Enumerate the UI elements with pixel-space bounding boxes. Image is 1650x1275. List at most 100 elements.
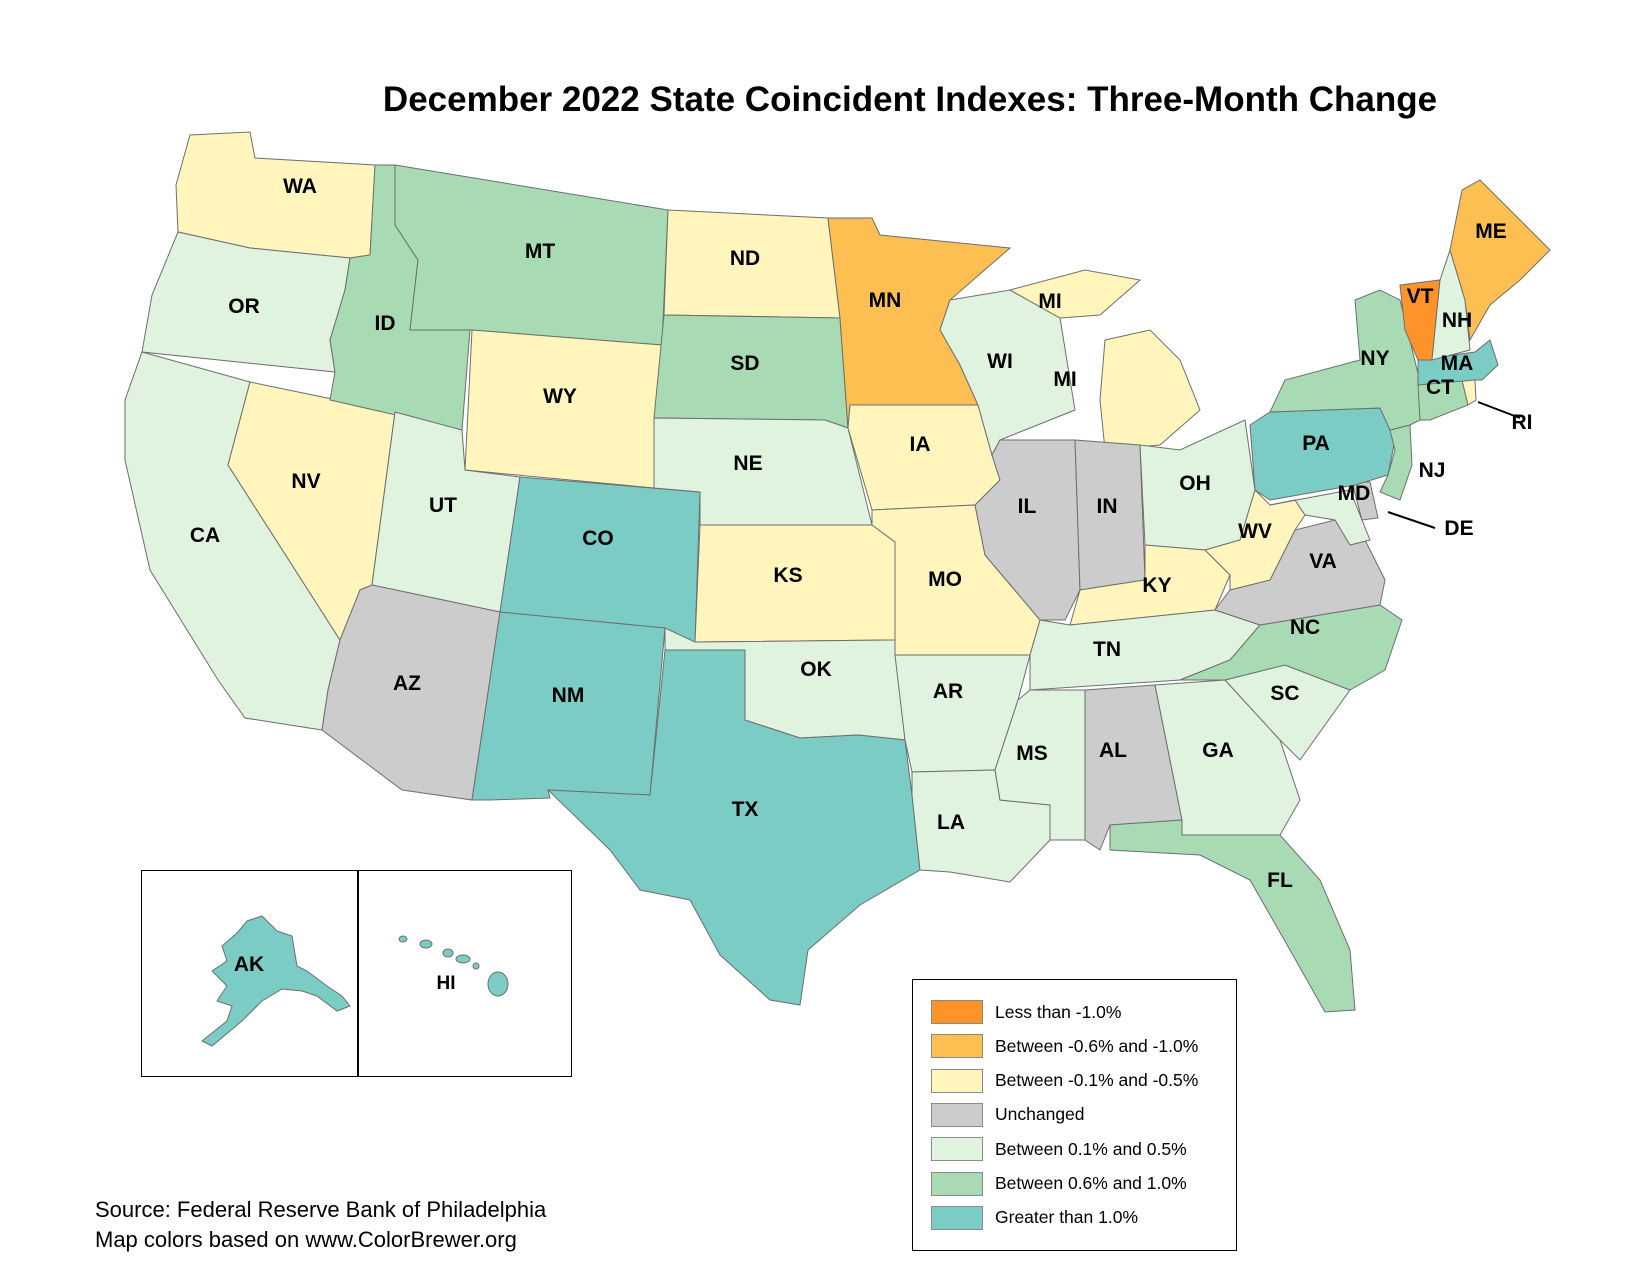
state-label-NC: NC (1290, 616, 1320, 639)
state-label-ND: ND (730, 247, 760, 270)
source-line: Source: Federal Reserve Bank of Philadel… (95, 1197, 547, 1222)
state-label-WI: WI (987, 350, 1013, 373)
state-label-WY: WY (543, 385, 577, 408)
state-label-MT: MT (525, 240, 555, 263)
state-label-CT: CT (1426, 376, 1454, 399)
state-label-VT: VT (1407, 285, 1434, 308)
state-labels: WA OR CA NV ID MT WY UT AZ CO NM ND SD NE KS OK TX MN IA MO… (190, 175, 1533, 892)
state-ME[interactable] (1449, 179, 1551, 342)
state-label-NH: NH (1442, 309, 1472, 332)
legend-swatch (931, 1205, 983, 1230)
legend-label: Between 0.6% and 1.0% (995, 1173, 1187, 1193)
state-NM[interactable] (471, 611, 666, 801)
state-label-MO: MO (928, 568, 962, 591)
state-label-ME: ME (1475, 220, 1507, 243)
state-MS[interactable] (994, 689, 1086, 841)
state-label-MI-upper: MI (1038, 290, 1061, 313)
state-label-MA: MA (1441, 352, 1474, 375)
state-IL[interactable] (974, 439, 1081, 621)
state-label-OR: OR (228, 295, 260, 318)
legend-label: Less than -1.0% (995, 1001, 1122, 1022)
state-label-TN: TN (1093, 638, 1121, 661)
state-label-NY: NY (1360, 347, 1389, 370)
state-AK[interactable] (201, 915, 351, 1047)
state-label-AZ: AZ (393, 672, 421, 695)
legend-item: Between -0.1% and -0.5% (931, 1068, 1199, 1093)
state-WY[interactable] (464, 329, 663, 489)
state-label-MD: MD (1338, 482, 1371, 505)
state-label-FL: FL (1267, 869, 1293, 892)
state-label-MS: MS (1016, 742, 1048, 765)
state-label-ID: ID (375, 312, 396, 335)
legend-swatch (931, 1171, 983, 1196)
state-HI[interactable] (398, 935, 509, 997)
legend-swatch (931, 1034, 983, 1059)
legend-swatch (931, 1000, 983, 1024)
legend-item: Between 0.1% and 0.5% (931, 1137, 1187, 1162)
state-label-NE: NE (733, 452, 762, 475)
state-NH[interactable] (1431, 248, 1471, 361)
source-note: Source: Federal Reserve Bank of Philadel… (95, 1195, 546, 1255)
legend-label: Between 0.1% and 0.5% (995, 1138, 1187, 1159)
state-label-NM: NM (552, 684, 585, 707)
legend-item: Greater than 1.0% (931, 1205, 1138, 1230)
state-IA[interactable] (847, 404, 1001, 511)
state-FL[interactable] (1109, 819, 1356, 1013)
state-VT[interactable] (1399, 279, 1441, 361)
legend-label: Unchanged (995, 1104, 1085, 1125)
state-TX[interactable] (546, 649, 921, 1006)
legend-swatch (931, 1102, 983, 1127)
state-label-AR: AR (933, 680, 963, 703)
ri-leader-line (1477, 401, 1521, 419)
state-label-HI: HI (437, 973, 456, 994)
state-MD[interactable] (1269, 489, 1371, 546)
state-MI[interactable] (1008, 269, 1201, 451)
state-label-OH: OH (1179, 472, 1211, 495)
state-label-CO: CO (582, 527, 614, 550)
legend-item: Less than -1.0% (931, 1000, 1121, 1024)
de-leader-line (1387, 511, 1436, 529)
state-NC[interactable] (1179, 604, 1403, 691)
legend-label: Greater than 1.0% (995, 1207, 1138, 1228)
legend: Less than -1.0% Between -0.6% and -1.0% Be… (912, 979, 1237, 1251)
alaska-inset-map: AK (201, 915, 351, 1047)
alaska-inset: AK (141, 870, 359, 1077)
state-label-RI: RI (1512, 411, 1533, 434)
state-label-TX: TX (732, 798, 759, 821)
legend-label: Between -0.6% and -1.0% (995, 1035, 1199, 1056)
map-title: December 2022 State Coincident Indexes: … (382, 80, 1438, 119)
state-label-SD: SD (730, 352, 759, 375)
state-label-GA: GA (1202, 739, 1234, 762)
state-label-AK: AK (234, 953, 264, 976)
state-label-LA: LA (937, 811, 965, 834)
legend-swatch (931, 1137, 983, 1162)
state-label-CA: CA (190, 524, 220, 547)
state-label-UT: UT (429, 494, 457, 517)
state-label-NJ: NJ (1419, 459, 1446, 482)
state-label-WV: WV (1238, 520, 1272, 543)
colorbrewer-credit: Map colors based on www.ColorBrewer.org (95, 1227, 517, 1252)
state-label-SC: SC (1270, 682, 1299, 705)
state-label-KY: KY (1142, 574, 1171, 597)
state-label-AL: AL (1099, 739, 1127, 762)
legend-label: Between -0.1% and -0.5% (995, 1070, 1199, 1091)
legend-item: Between 0.6% and 1.0% (931, 1171, 1187, 1196)
state-label-OK: OK (800, 658, 832, 681)
state-label-DE: DE (1444, 517, 1473, 540)
state-label-IN: IN (1097, 495, 1118, 518)
state-label-IA: IA (910, 433, 931, 456)
state-label-IL: IL (1018, 495, 1037, 518)
state-MA[interactable] (1417, 339, 1499, 386)
state-label-MI: MI (1053, 368, 1076, 391)
state-label-MN: MN (869, 289, 902, 312)
state-NJ[interactable] (1379, 424, 1413, 501)
state-label-VA: VA (1309, 550, 1337, 573)
state-NY[interactable] (1269, 289, 1423, 431)
hawaii-inset-map: HI (398, 935, 509, 997)
legend-item: Between -0.6% and -1.0% (931, 1034, 1199, 1059)
legend-swatch (931, 1068, 983, 1093)
state-label-WA: WA (283, 175, 317, 198)
state-label-NV: NV (291, 470, 320, 493)
legend-item: Unchanged (931, 1102, 1085, 1127)
